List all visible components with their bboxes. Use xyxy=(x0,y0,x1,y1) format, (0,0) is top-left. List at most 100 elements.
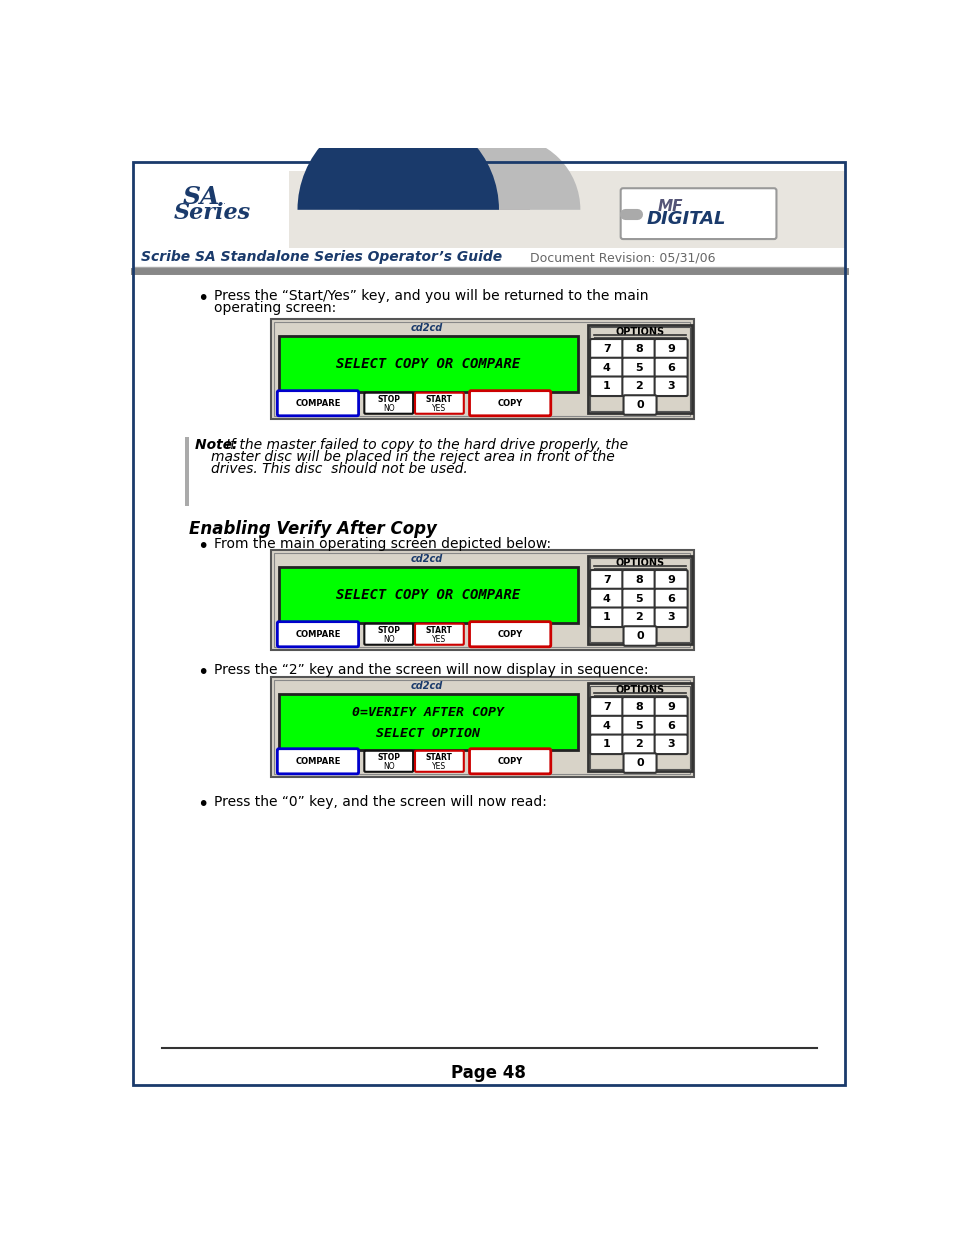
Bar xyxy=(274,553,690,647)
Text: •: • xyxy=(196,537,208,556)
Text: ...: ... xyxy=(218,196,226,206)
Text: YES: YES xyxy=(432,635,446,643)
Text: drives. This disc  should not be used.: drives. This disc should not be used. xyxy=(211,462,467,477)
Text: 3: 3 xyxy=(666,382,674,391)
Text: 7: 7 xyxy=(602,343,610,353)
Text: Press the “0” key, and the screen will now read:: Press the “0” key, and the screen will n… xyxy=(213,795,546,809)
Text: 0=VERIFY AFTER COPY: 0=VERIFY AFTER COPY xyxy=(352,706,504,719)
Text: 8: 8 xyxy=(635,343,642,353)
Text: 8: 8 xyxy=(635,574,642,584)
Text: •: • xyxy=(196,795,208,814)
Text: 7: 7 xyxy=(602,701,610,711)
Text: YES: YES xyxy=(432,404,446,412)
Text: 4: 4 xyxy=(602,720,610,731)
FancyBboxPatch shape xyxy=(654,358,687,377)
Text: 9: 9 xyxy=(666,574,675,584)
Text: OPTIONS: OPTIONS xyxy=(615,327,664,337)
Text: •: • xyxy=(196,662,208,682)
Text: 1: 1 xyxy=(602,382,610,391)
Text: Note:: Note: xyxy=(195,437,242,452)
Bar xyxy=(271,319,693,419)
Bar xyxy=(278,567,578,624)
Text: COPY: COPY xyxy=(497,399,522,408)
Bar xyxy=(274,680,690,774)
Bar xyxy=(133,172,843,248)
Text: 9: 9 xyxy=(666,701,675,711)
Text: START: START xyxy=(426,753,453,762)
Text: 5: 5 xyxy=(635,720,642,731)
Bar xyxy=(590,327,689,411)
Text: Press the “2” key and the screen will now display in sequence:: Press the “2” key and the screen will no… xyxy=(213,662,648,677)
FancyBboxPatch shape xyxy=(364,751,413,772)
Bar xyxy=(274,322,690,416)
Text: COMPARE: COMPARE xyxy=(295,630,340,638)
FancyBboxPatch shape xyxy=(590,716,622,735)
Text: operating screen:: operating screen: xyxy=(213,301,335,315)
Text: 3: 3 xyxy=(666,613,674,622)
Bar xyxy=(587,556,692,645)
Text: 6: 6 xyxy=(666,363,675,373)
FancyBboxPatch shape xyxy=(654,608,687,627)
Text: OPTIONS: OPTIONS xyxy=(615,684,664,695)
FancyBboxPatch shape xyxy=(654,571,687,589)
FancyBboxPatch shape xyxy=(469,621,550,647)
Text: COPY: COPY xyxy=(497,630,522,638)
Text: DIGITAL: DIGITAL xyxy=(645,210,725,227)
Text: Document Revision: 05/31/06: Document Revision: 05/31/06 xyxy=(530,252,715,264)
Text: STOP: STOP xyxy=(376,626,400,636)
FancyBboxPatch shape xyxy=(590,358,622,377)
FancyBboxPatch shape xyxy=(590,697,622,716)
FancyBboxPatch shape xyxy=(590,608,622,627)
Text: From the main operating screen depicted below:: From the main operating screen depicted … xyxy=(213,537,550,551)
FancyBboxPatch shape xyxy=(621,608,655,627)
Text: 8: 8 xyxy=(635,701,642,711)
Text: COMPARE: COMPARE xyxy=(295,399,340,408)
Text: NO: NO xyxy=(382,635,395,643)
Text: START: START xyxy=(426,626,453,636)
Text: SA: SA xyxy=(183,185,220,209)
Text: 7: 7 xyxy=(602,574,610,584)
Wedge shape xyxy=(359,125,530,210)
Text: START: START xyxy=(426,395,453,404)
Text: STOP: STOP xyxy=(376,395,400,404)
Text: •: • xyxy=(196,289,208,308)
FancyBboxPatch shape xyxy=(469,748,550,774)
FancyBboxPatch shape xyxy=(277,390,358,416)
FancyBboxPatch shape xyxy=(623,626,656,646)
Bar xyxy=(590,558,689,642)
Text: 6: 6 xyxy=(666,720,675,731)
FancyBboxPatch shape xyxy=(621,589,655,609)
FancyBboxPatch shape xyxy=(623,753,656,773)
Text: 2: 2 xyxy=(635,613,642,622)
Text: 4: 4 xyxy=(602,363,610,373)
FancyBboxPatch shape xyxy=(621,571,655,589)
FancyBboxPatch shape xyxy=(654,338,687,358)
Text: Enabling Verify After Copy: Enabling Verify After Copy xyxy=(189,520,436,538)
Text: 0: 0 xyxy=(636,758,643,768)
FancyBboxPatch shape xyxy=(590,589,622,609)
Text: Press the “Start/Yes” key, and you will be returned to the main: Press the “Start/Yes” key, and you will … xyxy=(213,289,648,303)
FancyBboxPatch shape xyxy=(277,621,358,647)
FancyBboxPatch shape xyxy=(364,624,413,645)
FancyBboxPatch shape xyxy=(621,338,655,358)
FancyBboxPatch shape xyxy=(654,697,687,716)
Bar xyxy=(587,683,692,772)
Text: 2: 2 xyxy=(635,382,642,391)
Text: NO: NO xyxy=(382,404,395,412)
Text: 3: 3 xyxy=(666,740,674,750)
Text: MF: MF xyxy=(658,199,682,215)
FancyBboxPatch shape xyxy=(621,377,655,396)
Text: SELECT COPY OR COMPARE: SELECT COPY OR COMPARE xyxy=(335,357,520,372)
Text: 2: 2 xyxy=(635,740,642,750)
FancyBboxPatch shape xyxy=(654,589,687,609)
Text: SELECT COPY OR COMPARE: SELECT COPY OR COMPARE xyxy=(335,588,520,603)
Text: 5: 5 xyxy=(635,594,642,604)
FancyBboxPatch shape xyxy=(415,393,463,414)
FancyBboxPatch shape xyxy=(415,751,463,772)
FancyBboxPatch shape xyxy=(654,377,687,396)
FancyBboxPatch shape xyxy=(590,377,622,396)
Bar xyxy=(590,685,689,769)
FancyBboxPatch shape xyxy=(621,735,655,755)
FancyBboxPatch shape xyxy=(415,624,463,645)
Wedge shape xyxy=(297,110,498,210)
